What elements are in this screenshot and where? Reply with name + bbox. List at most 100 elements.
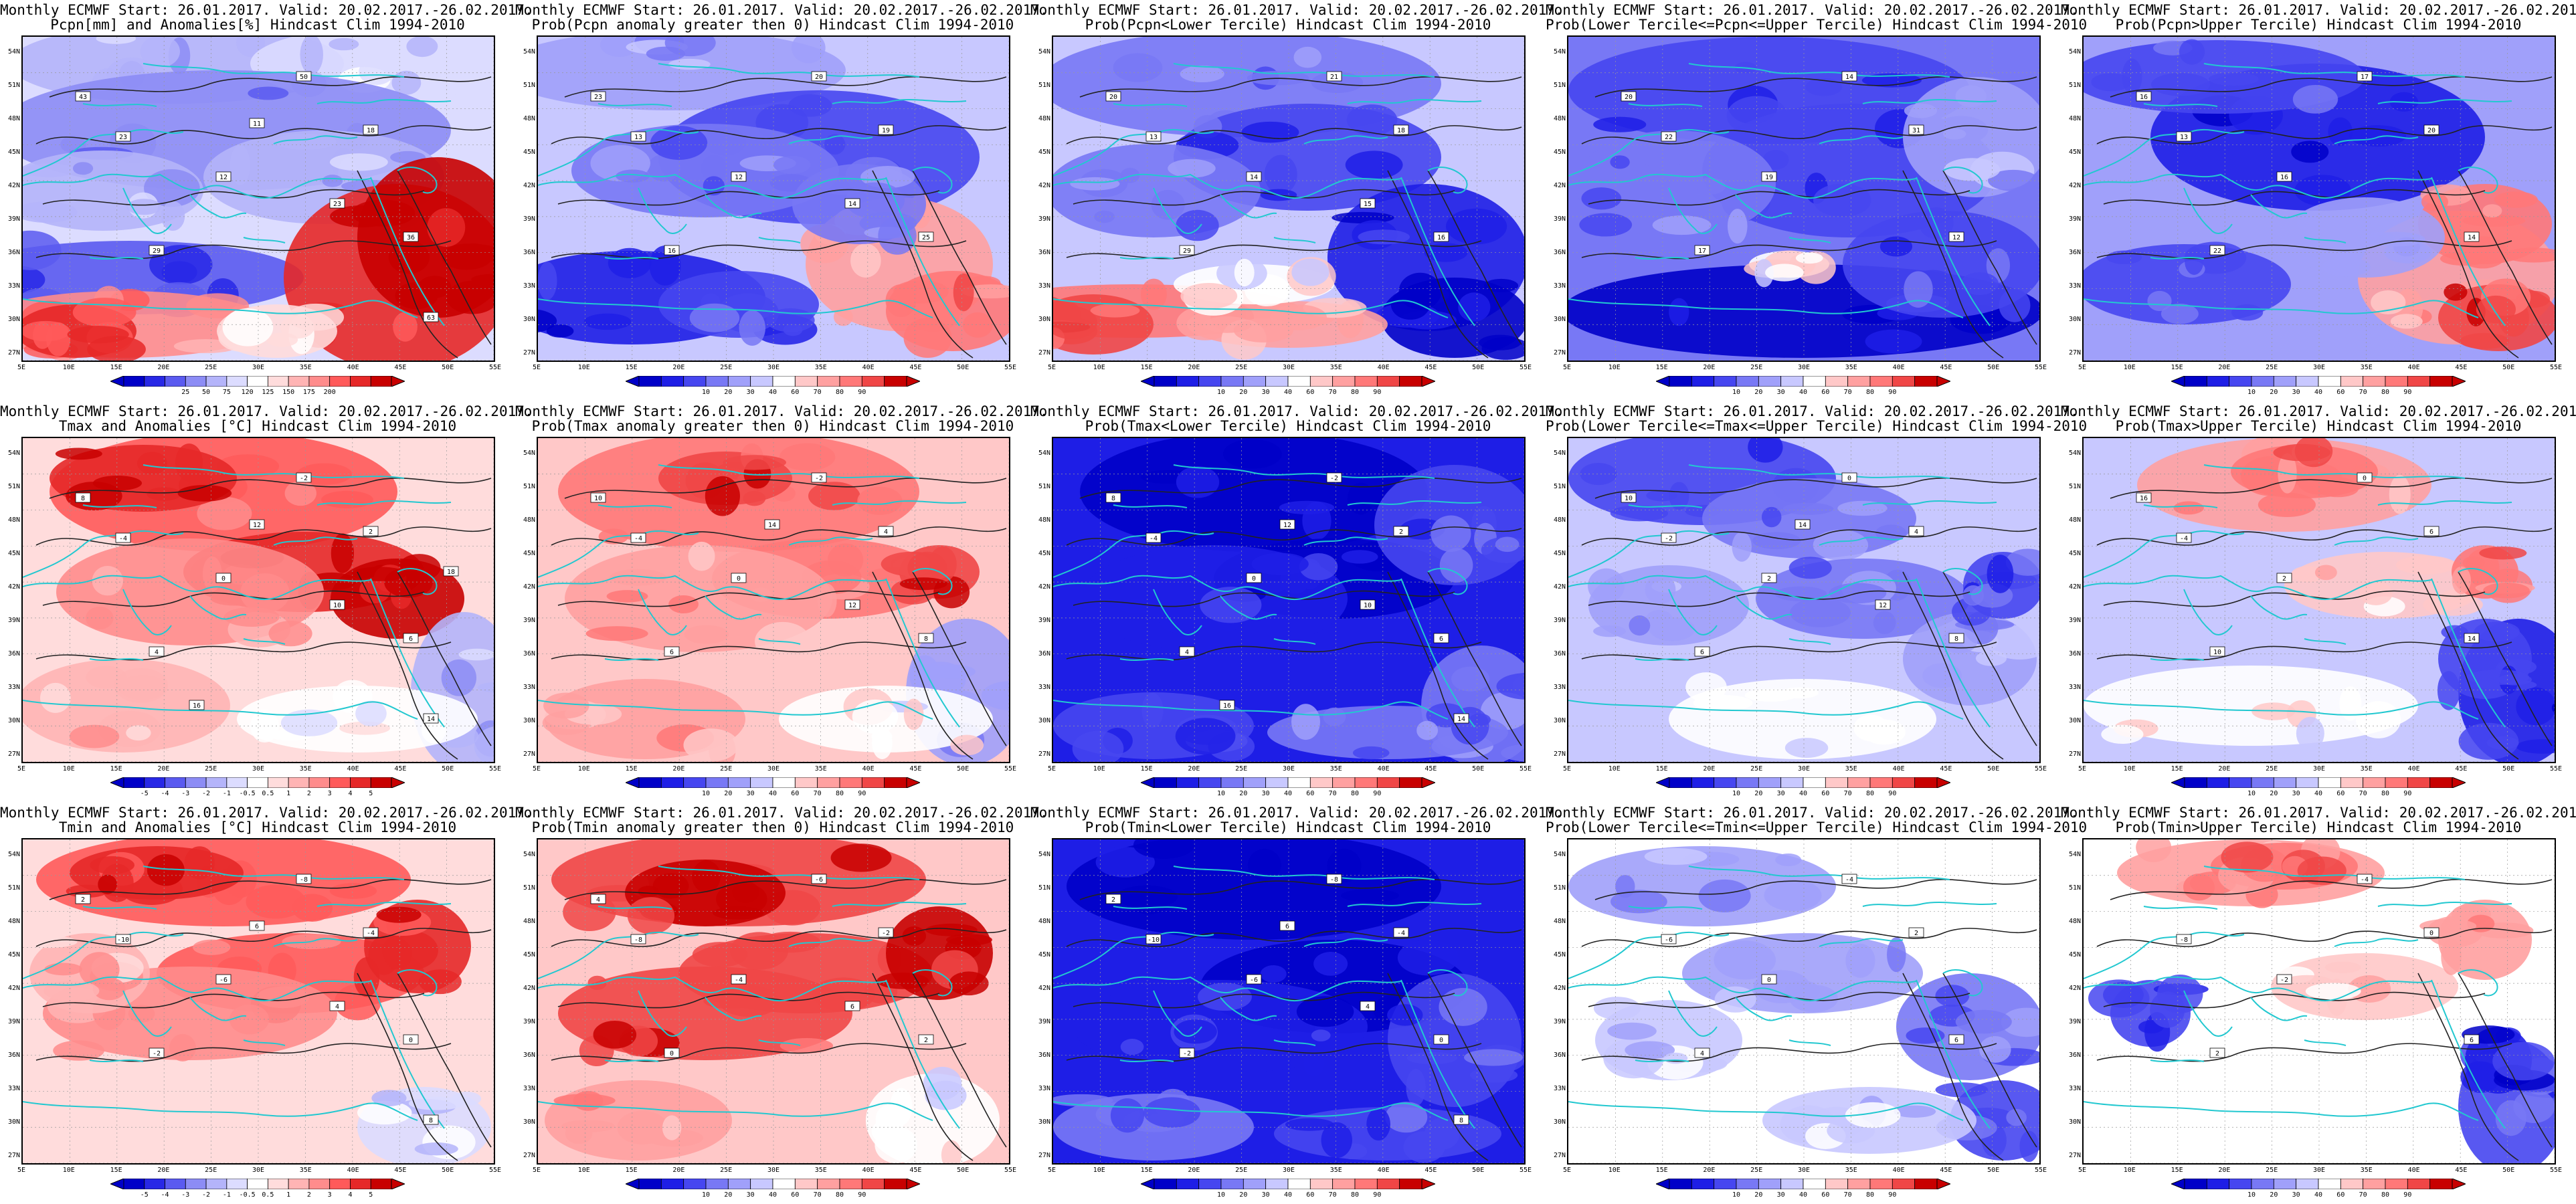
field-patch [2516,739,2555,754]
colorbar-segment [308,777,331,788]
coastline [1113,504,1188,508]
field-patch [1175,718,1236,755]
colorbar-segment [2429,1179,2453,1189]
coastline [832,500,967,506]
colorbar-tick-label: 80 [835,389,844,396]
coastline [1427,568,1468,595]
latitude-label: 48N [1553,115,1566,122]
colorbar-segment [1691,376,1715,387]
colorbar-segment [1669,376,1692,387]
contour-label: 13 [630,131,646,142]
latitude-label: 36N [7,1051,20,1059]
longitude-label: 15E [1140,765,1153,773]
svg-text:17: 17 [2361,74,2369,81]
svg-text:8: 8 [1954,635,1958,643]
field-patch [1311,1029,1331,1041]
coastline [2143,504,2218,508]
colorbar-tick-label: 70 [813,389,822,396]
field-patch [1279,500,1335,514]
colorbar-segment [750,777,773,788]
contour-line [564,879,1007,900]
longitude-label: 10E [1093,364,1105,371]
field-patch [1451,666,1490,692]
latitude-label: 42N [2068,583,2081,591]
colorbar-segment [817,777,840,788]
field-patch [256,986,310,1009]
contour-line [872,571,974,760]
contour-label: -6 [1661,934,1677,944]
colorbar-segment [2184,376,2207,387]
longitude-label: 5E [532,364,541,371]
colorbar-segment [683,777,707,788]
field-patch [1200,587,1262,623]
colorbar-tick-label: 40 [2314,790,2323,797]
map-panel: Monthly ECMWF Start: 26.01.2017. Valid: … [1030,0,1564,401]
contour-line [1079,76,1522,98]
longitude-label: 25E [2266,1167,2278,1174]
longitude-label: 10E [1093,765,1105,773]
colorbar-segment [2251,777,2274,788]
contour-line [2103,991,2486,1009]
map-frame: -4 -2 0 2 4 6 8 10 12 14 16 18 [21,437,495,763]
field-patch [1385,1102,1428,1133]
panel-header: Monthly ECMWF Start: 26.01.2017. Valid: … [1546,2,2079,18]
contour-line [1427,571,1522,746]
colorbar-segment [350,1179,371,1189]
field-patch [2349,125,2407,147]
coastline [2304,1039,2347,1046]
colorbar-arrow-right [1936,777,1950,788]
colorbar-segment [2184,1179,2207,1189]
field-patch [2122,58,2142,94]
map-panel: Monthly ECMWF Start: 26.01.2017. Valid: … [1546,803,2087,1204]
longitude-label: 10E [62,1167,75,1174]
field-patch [1988,169,2039,191]
colorbar-tick-label: 90 [2403,790,2412,797]
colorbar-segment [267,376,289,387]
contour-line [2417,973,2519,1161]
contour-line [2458,973,2553,1148]
panel-header: Monthly ECMWF Start: 26.01.2017. Valid: … [2061,2,2576,18]
svg-text:-2: -2 [2280,977,2288,984]
contour-line [1581,1043,1997,1062]
field-patch [703,176,725,196]
longitude-label: 15E [110,765,122,773]
colorbar-tick-label: 90 [2403,389,2412,396]
colorbar-tick-label: 30 [1261,790,1270,797]
longitude-label: 30E [2312,364,2326,371]
colorbar-tick-label: 70 [1328,1191,1337,1199]
longitude-label: 45E [1940,1167,1952,1174]
colorbar-segment [1176,1179,1200,1189]
map-panel: Monthly ECMWF Start: 26.01.2017. Valid: … [1546,401,2087,803]
contour-label: 14 [2464,633,2480,643]
coastline [273,938,358,947]
field-patch [2251,702,2296,720]
contour-line [1066,125,1522,144]
latitude-label: 45N [523,550,535,557]
latitude-label: 36N [2068,650,2081,658]
colorbar-segment [1332,376,1356,387]
field-patch [668,595,699,614]
colorbar-tick-label: 40 [1799,1191,1808,1199]
contour-label: 4 [1360,1001,1376,1011]
colorbar-tick-label: 70 [813,1191,822,1199]
colorbar-tick-label: 80 [1865,389,1875,396]
field-patch [1094,210,1115,223]
field-patch [893,280,949,304]
svg-text:10: 10 [333,602,341,609]
contour-label: 63 [423,312,439,322]
field-patch [1805,78,1843,96]
colorbar-tick-label: 10 [2247,1191,2256,1199]
field-patch [1774,586,1827,601]
longitude-label: 50E [1472,364,1485,371]
contour-line [49,478,492,499]
latitude-label: 33N [7,1085,20,1092]
coastline [597,906,672,910]
colorbar-tick-label: -3 [181,790,190,797]
field-patch [1644,609,1674,635]
field-patch [197,496,252,530]
latitude-label: 27N [1553,349,1566,357]
coastline [1862,902,1997,907]
contour-line [1588,189,1970,206]
field-patch [23,163,75,177]
